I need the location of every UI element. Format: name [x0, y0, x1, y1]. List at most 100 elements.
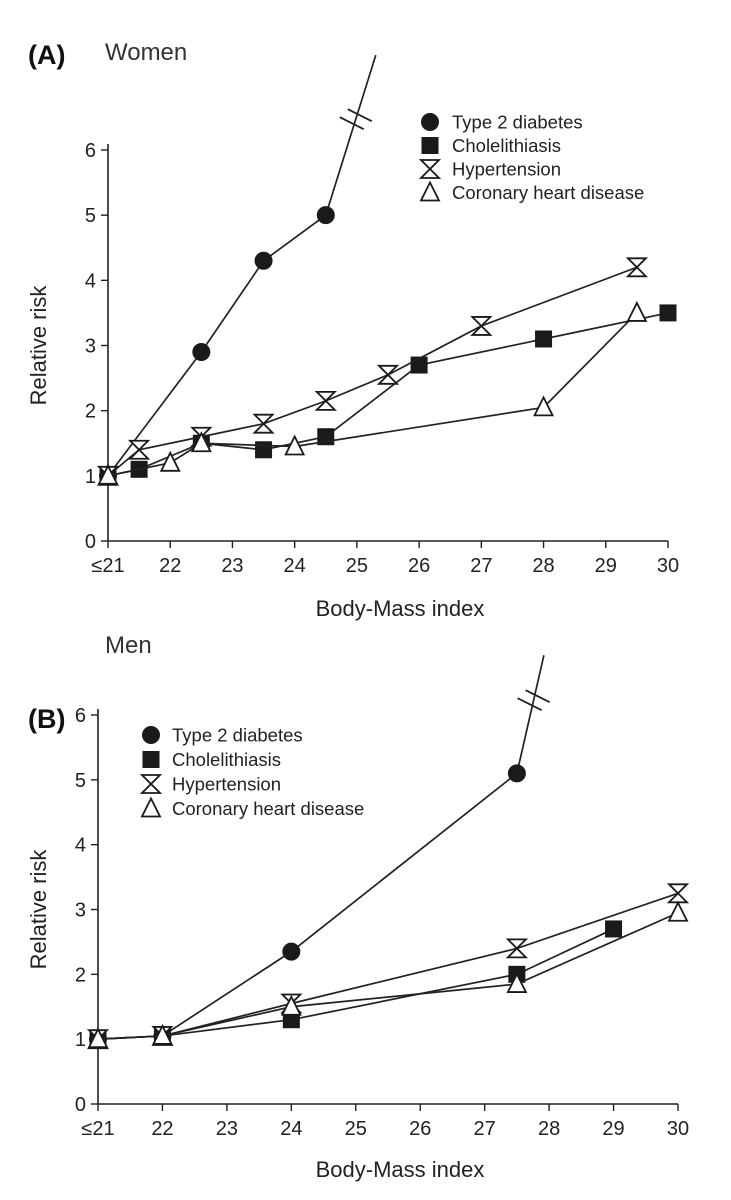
- legend-coronary-heart-disease-marker: [140, 796, 162, 818]
- type-2-diabetes-marker: [254, 251, 273, 270]
- legend-type-2-diabetes-marker: [421, 113, 439, 131]
- hypertension-marker: [470, 316, 493, 336]
- x-axis-title: Body-Mass index: [316, 596, 485, 621]
- x-tick-label: 23: [221, 555, 243, 577]
- hypertension-marker: [666, 883, 690, 904]
- cholelithiasis-marker: [659, 304, 677, 322]
- axis-break-mark: [339, 116, 365, 130]
- y-axis-title: Relative risk: [26, 285, 51, 406]
- legend-hypertension-label: Hypertension: [452, 159, 561, 180]
- y-tick-label: 4: [75, 835, 86, 857]
- x-tick-label: 24: [284, 555, 306, 577]
- coronary-heart-disease-marker: [626, 300, 648, 322]
- x-tick-label: 26: [408, 555, 430, 577]
- y-tick-label: 1: [85, 466, 96, 488]
- x-tick-label: 22: [159, 555, 181, 577]
- panel-a-label: (A): [28, 40, 65, 70]
- x-tick-label: 27: [470, 555, 492, 577]
- axis-break-mark: [517, 697, 543, 711]
- hypertension-marker: [625, 257, 649, 278]
- x-tick-label: 29: [595, 555, 617, 577]
- type-2-diabetes-line: [107, 214, 327, 477]
- legend-cholelithiasis-label: Cholelithiasis: [172, 749, 281, 770]
- legend-hypertension-marker: [139, 774, 163, 794]
- y-tick-label: 5: [85, 205, 96, 227]
- panel-b-title: Men: [105, 632, 152, 659]
- hypertension-marker: [505, 938, 529, 959]
- legend-coronary-heart-disease-marker: [419, 180, 441, 202]
- type-2-diabetes-off-scale-line: [324, 54, 377, 216]
- type-2-diabetes-marker: [282, 942, 301, 961]
- y-tick-label: 6: [85, 140, 96, 162]
- y-tick-label: 3: [75, 900, 86, 922]
- type-2-diabetes-marker: [507, 764, 526, 783]
- type-2-diabetes-marker: [316, 206, 335, 225]
- y-tick-label: 6: [75, 705, 86, 727]
- legend-type-2-diabetes-marker: [142, 726, 160, 744]
- coronary-heart-disease-line: [107, 312, 638, 477]
- legend-cholelithiasis-label: Cholelithiasis: [452, 135, 561, 156]
- x-tick-label: ≤21: [91, 555, 124, 577]
- cholelithiasis-marker: [605, 920, 623, 938]
- x-tick-label: 22: [151, 1118, 173, 1140]
- x-tick-label: 27: [474, 1118, 496, 1140]
- panel-a-title: Women: [105, 39, 187, 66]
- hypertension-line: [97, 892, 679, 1041]
- coronary-heart-disease-marker: [87, 1027, 109, 1049]
- hypertension-marker: [252, 413, 275, 434]
- type-2-diabetes-marker: [192, 343, 211, 362]
- hypertension-marker: [127, 439, 151, 460]
- panel-b-label: (B): [28, 704, 65, 734]
- legend-cholelithiasis-marker: [421, 137, 439, 154]
- coronary-heart-disease-marker: [284, 434, 306, 456]
- x-tick-label: 25: [345, 1118, 367, 1140]
- x-tick-label: 28: [532, 555, 554, 577]
- cholelithiasis-line: [97, 928, 614, 1041]
- x-tick-label: 24: [280, 1118, 302, 1140]
- legend-type-2-diabetes-label: Type 2 diabetes: [452, 112, 583, 133]
- legend-hypertension-label: Hypertension: [172, 774, 281, 795]
- cholelithiasis-marker: [255, 441, 273, 459]
- coronary-heart-disease-marker: [190, 431, 212, 453]
- hypertension-line: [107, 266, 638, 477]
- legend-hypertension-marker: [418, 159, 442, 179]
- coronary-heart-disease-marker: [667, 900, 689, 922]
- legend-coronary-heart-disease-label: Coronary heart disease: [172, 798, 364, 819]
- cholelithiasis-marker: [535, 330, 553, 348]
- axis-break-mark: [347, 108, 373, 122]
- x-tick-label: 23: [216, 1118, 238, 1140]
- x-tick-label: 30: [667, 1118, 689, 1140]
- x-tick-label: 29: [602, 1118, 624, 1140]
- coronary-heart-disease-marker: [159, 450, 181, 472]
- legend-coronary-heart-disease-label: Coronary heart disease: [452, 182, 644, 203]
- axis-break-mark: [525, 689, 551, 703]
- y-tick-label: 0: [75, 1094, 86, 1116]
- x-tick-label: 25: [346, 555, 368, 577]
- x-tick-label: 30: [657, 555, 679, 577]
- type-2-diabetes-off-scale-line: [516, 655, 545, 774]
- x-axis-title: Body-Mass index: [316, 1157, 485, 1182]
- y-tick-label: 2: [85, 401, 96, 423]
- y-tick-label: 4: [85, 270, 96, 292]
- coronary-heart-disease-marker: [151, 1023, 173, 1045]
- y-tick-label: 0: [85, 531, 96, 553]
- coronary-heart-disease-marker: [97, 463, 119, 485]
- coronary-heart-disease-marker: [280, 994, 302, 1016]
- legend-type-2-diabetes-label: Type 2 diabetes: [172, 725, 303, 746]
- hypertension-marker: [314, 390, 337, 411]
- legend-cholelithiasis-marker: [142, 751, 160, 768]
- y-tick-label: 2: [75, 964, 86, 986]
- y-tick-label: 1: [75, 1029, 86, 1051]
- coronary-heart-disease-marker: [506, 972, 528, 993]
- y-tick-label: 5: [75, 770, 86, 792]
- hypertension-marker: [376, 364, 400, 385]
- y-tick-label: 3: [85, 336, 96, 358]
- coronary-heart-disease-marker: [533, 395, 555, 417]
- x-tick-label: ≤21: [81, 1118, 114, 1140]
- x-tick-label: 26: [409, 1118, 431, 1140]
- x-tick-label: 28: [538, 1118, 560, 1140]
- y-axis-title: Relative risk: [26, 849, 51, 970]
